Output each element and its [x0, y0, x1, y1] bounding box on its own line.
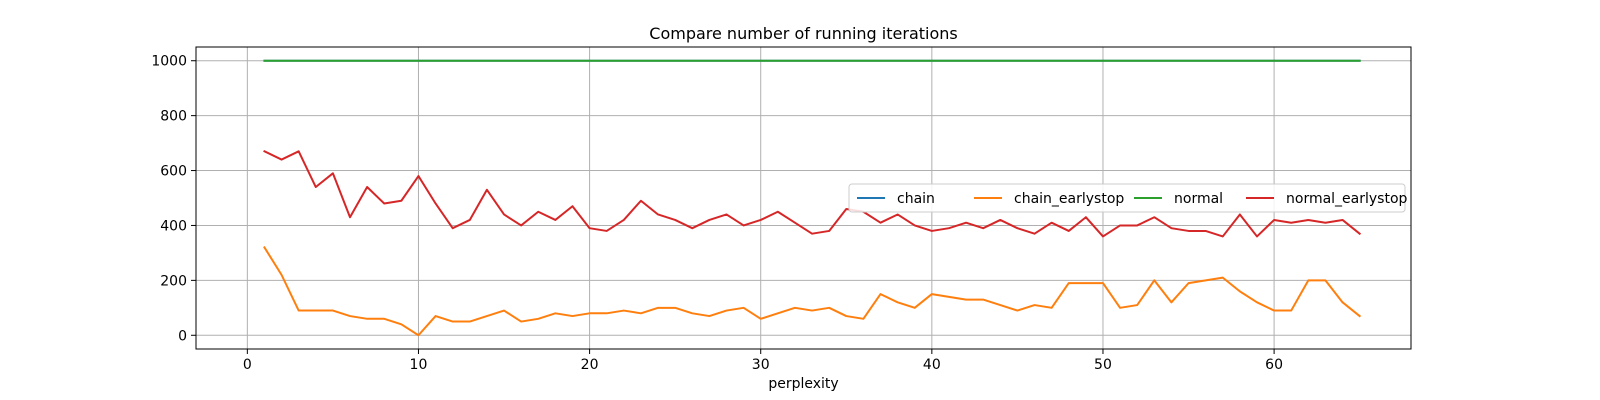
x-tick-label: 60: [1265, 357, 1283, 373]
y-tick-label: 200: [160, 273, 187, 289]
y-tick-label: 1000: [151, 54, 187, 70]
legend-label-normal: normal: [1174, 191, 1223, 207]
x-tick-label: 50: [1094, 357, 1112, 373]
legend-label-normal-earlystop: normal_earlystop: [1286, 191, 1408, 207]
legend-label-chain: chain: [897, 191, 935, 207]
chart-title: Compare number of running iterations: [649, 24, 957, 43]
x-axis: 0 10 20 30 40 50 60: [243, 349, 1283, 373]
legend-label-chain-earlystop: chain_earlystop: [1014, 191, 1124, 207]
series-line-chain-earlystop: [263, 246, 1362, 337]
series-group: [263, 59, 1362, 337]
y-tick-label: 0: [178, 328, 187, 344]
y-axis: 0 200 400 600 800 1000: [151, 54, 196, 344]
y-tick-label: 600: [160, 164, 187, 180]
legend: chain chain_earlystop normal normal_earlyst…: [848, 183, 1408, 213]
legend-box: [848, 183, 1406, 213]
plot-frame: [195, 46, 1412, 350]
series-line-normal-earlystop: [263, 149, 1362, 238]
x-tick-label: 20: [581, 357, 599, 373]
x-tick-label: 10: [410, 357, 428, 373]
y-tick-label: 400: [160, 218, 187, 234]
x-tick-label: 40: [923, 357, 941, 373]
y-tick-label: 800: [160, 109, 187, 125]
x-tick-label: 30: [752, 357, 770, 373]
x-tick-label: 0: [243, 357, 252, 373]
x-axis-label: perplexity: [768, 376, 838, 392]
